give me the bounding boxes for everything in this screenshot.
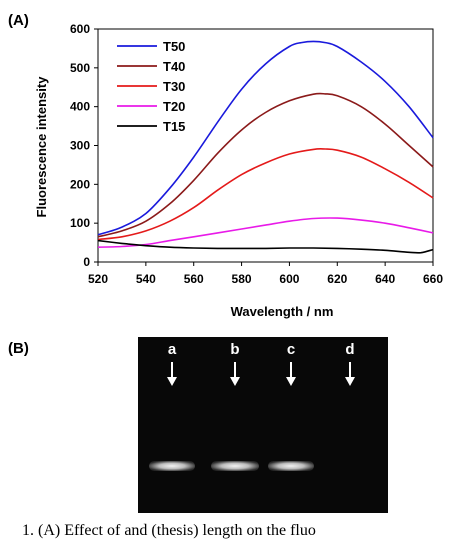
down-arrow-icon — [286, 362, 296, 386]
x-tick-label: 580 — [232, 272, 252, 286]
series-line-t15 — [97, 239, 434, 254]
y-tick-label: 300 — [70, 139, 90, 153]
series-line-t50 — [97, 40, 434, 236]
x-tick-label: 520 — [88, 272, 108, 286]
chart-axes: 520 540 560 580 600 620 640 660 0 100 200 300 400 500… — [70, 22, 443, 286]
figure-caption: 1. (A) Effect of and (thesis) length on … — [22, 522, 316, 539]
x-tick-label: 600 — [279, 272, 299, 286]
fluorescence-chart: 520 540 560 580 600 620 640 660 0 100 200 300 400 500… — [34, 22, 443, 319]
down-arrow-icon — [230, 362, 240, 386]
gel-band-c — [268, 461, 314, 471]
lane-label-d: d — [345, 341, 355, 358]
y-tick-label: 500 — [70, 61, 90, 75]
series-line-t30 — [97, 148, 434, 241]
legend-label: T20 — [163, 99, 185, 114]
y-tick-label: 0 — [83, 255, 90, 269]
lane-label-b: b — [230, 341, 240, 358]
series-line-t40 — [97, 92, 434, 238]
y-tick-label: 400 — [70, 100, 90, 114]
down-arrow-icon — [345, 362, 355, 386]
y-tick-label: 600 — [70, 22, 90, 36]
panel-b-label: (B) — [8, 340, 29, 357]
chart-legend: T50 T40 T30 T20 T15 — [117, 39, 185, 134]
x-tick-label: 560 — [184, 272, 204, 286]
legend-label: T30 — [163, 79, 185, 94]
lane-label-c: c — [286, 341, 296, 358]
x-axis-label: Wavelength / nm — [231, 304, 334, 319]
y-tick-label: 100 — [70, 216, 90, 230]
lane-label-a: a — [167, 341, 177, 358]
series-line-t20 — [97, 217, 434, 248]
legend-label: T15 — [163, 119, 185, 134]
y-axis-label: Fluorescence intensity — [34, 76, 49, 218]
x-tick-label: 640 — [375, 272, 395, 286]
legend-label: T40 — [163, 59, 185, 74]
x-tick-label: 660 — [423, 272, 443, 286]
down-arrow-icon — [167, 362, 177, 386]
legend-label: T50 — [163, 39, 185, 54]
gel-band-a — [149, 461, 195, 471]
y-tick-label: 200 — [70, 177, 90, 191]
x-tick-label: 620 — [327, 272, 347, 286]
chart-series-lines — [97, 40, 434, 254]
gel-band-b — [211, 461, 259, 471]
panel-a-label: (A) — [8, 12, 29, 29]
gel-image: a b c d — [138, 337, 388, 513]
x-tick-label: 540 — [136, 272, 156, 286]
